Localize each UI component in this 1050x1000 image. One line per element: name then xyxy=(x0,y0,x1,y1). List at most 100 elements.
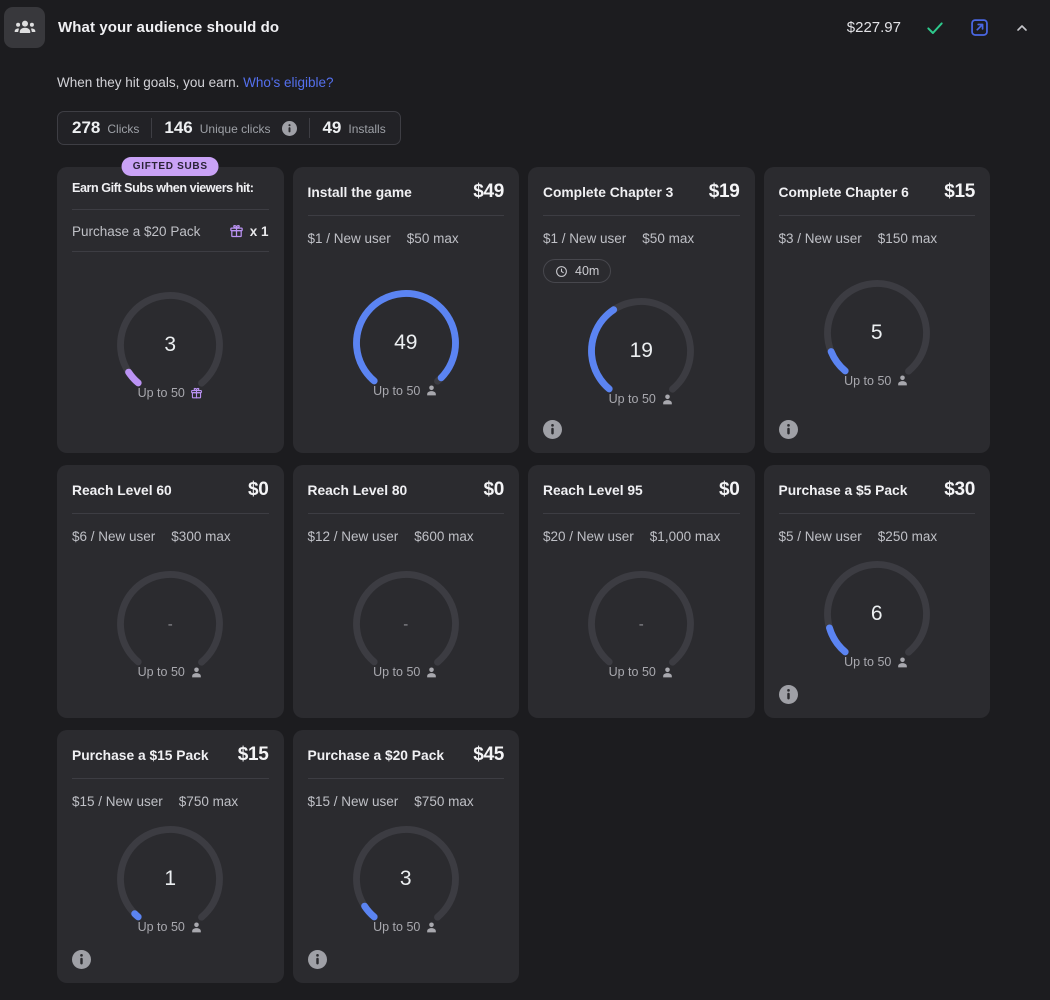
max-payout: $1,000 max xyxy=(649,529,721,544)
goal-payout: $0 xyxy=(247,479,269,500)
price-per-user: $3 / New user xyxy=(778,231,862,246)
price-per-user: $1 / New user xyxy=(543,231,627,246)
price-row: $6 / New user $300 max xyxy=(72,529,269,544)
gauge-value: - xyxy=(403,615,409,633)
divider xyxy=(778,215,975,216)
goal-title: Purchase a $5 Pack xyxy=(778,483,908,498)
progress-gauge: 49 xyxy=(351,288,461,398)
people-group-icon xyxy=(13,16,37,40)
stat-installs: 49 Installs xyxy=(322,118,386,137)
goal-card-15-pack: Purchase a $15 Pack $15 $15 / New user $… xyxy=(57,730,284,983)
goal-title: Reach Level 60 xyxy=(72,483,172,498)
goal-card-chapter-6: Complete Chapter 6 $15 $3 / New user $15… xyxy=(763,167,990,453)
time-badge: 40m xyxy=(543,259,612,283)
info-icon[interactable] xyxy=(543,420,562,439)
price-per-user: $6 / New user xyxy=(72,529,156,544)
info-icon[interactable] xyxy=(779,685,798,704)
requirement-count: x 1 xyxy=(229,224,269,239)
goal-payout: $0 xyxy=(483,479,504,500)
goal-title: Complete Chapter 3 xyxy=(543,185,674,200)
gauge-caption: Up to 50 xyxy=(844,655,909,669)
gifted-subs-badge: GIFTED SUBS xyxy=(121,157,219,176)
gauge-caption: Up to 50 xyxy=(138,386,203,400)
stat-clicks: 278 Clicks xyxy=(72,118,140,137)
goal-payout: $15 xyxy=(944,181,975,202)
gauge-value: - xyxy=(167,615,173,633)
price-row: $5 / New user $250 max xyxy=(779,529,976,544)
divider xyxy=(307,513,504,514)
progress-gauge: 6 xyxy=(822,559,932,669)
price-row: $20 / New user $1,000 max xyxy=(543,529,740,544)
gauge-caption: Up to 50 xyxy=(138,920,203,934)
external-link-icon[interactable] xyxy=(969,17,990,38)
goals-grid: GIFTED SUBS Earn Gift Subs when viewers … xyxy=(57,157,990,983)
goal-payout: $19 xyxy=(708,181,740,202)
goal-title: Earn Gift Subs when viewers hit: xyxy=(72,181,254,195)
goal-payout: $30 xyxy=(944,479,975,500)
goal-card-install: Install the game $49 $1 / New user $50 m… xyxy=(292,167,519,453)
gauge-caption: Up to 50 xyxy=(844,374,909,388)
price-row: $1 / New user $50 max xyxy=(308,231,505,246)
gauge-value: 3 xyxy=(164,333,177,357)
info-icon[interactable] xyxy=(308,950,327,969)
requirement-label: Purchase a $20 Pack xyxy=(72,223,201,239)
gauge-value: 1 xyxy=(164,867,177,890)
goal-payout: $0 xyxy=(718,479,740,500)
subtitle: When they hit goals, you earn. Who's eli… xyxy=(57,75,1050,90)
divider xyxy=(72,208,269,210)
check-icon xyxy=(925,18,945,38)
info-icon[interactable] xyxy=(72,950,91,969)
info-icon[interactable] xyxy=(779,420,798,439)
gauge-value: 3 xyxy=(399,867,412,890)
panel-header: What your audience should do $227.97 xyxy=(0,0,1050,48)
max-payout: $750 max xyxy=(414,794,474,809)
price-per-user: $12 / New user xyxy=(307,529,399,544)
gauge-caption: Up to 50 xyxy=(373,665,438,679)
divider xyxy=(309,118,311,138)
divider xyxy=(543,215,740,216)
subtitle-text: When they hit goals, you earn. xyxy=(57,75,240,90)
divider xyxy=(778,513,975,514)
progress-gauge: - xyxy=(115,569,225,679)
max-payout: $50 max xyxy=(406,231,459,246)
progress-gauge: 19 xyxy=(586,296,696,406)
divider xyxy=(307,778,504,779)
progress-gauge: 3 xyxy=(115,290,225,400)
price-per-user: $15 / New user xyxy=(72,794,163,809)
goal-title: Install the game xyxy=(307,185,412,200)
stat-unique-clicks: 146 Unique clicks xyxy=(164,118,271,137)
goal-card-level-80: Reach Level 80 $0 $12 / New user $600 ma… xyxy=(292,465,519,718)
price-row: $15 / New user $750 max xyxy=(72,794,269,809)
gauge-caption: Up to 50 xyxy=(373,384,438,398)
gauge-value: - xyxy=(638,615,644,633)
page-title: What your audience should do xyxy=(58,19,280,36)
audience-tile xyxy=(4,7,45,48)
price-per-user: $5 / New user xyxy=(778,529,862,544)
requirement-row: Purchase a $20 Pack x 1 xyxy=(72,224,269,239)
goal-title: Reach Level 80 xyxy=(307,483,408,498)
progress-gauge: - xyxy=(586,569,696,679)
goal-title: Complete Chapter 6 xyxy=(778,185,909,200)
max-payout: $50 max xyxy=(642,231,695,246)
divider xyxy=(151,118,153,138)
max-payout: $250 max xyxy=(877,529,938,544)
stats-bar: 278 Clicks 146 Unique clicks 49 Installs xyxy=(57,111,401,145)
clock-icon xyxy=(555,265,568,278)
gauge-caption: Up to 50 xyxy=(609,392,674,406)
progress-gauge: 1 xyxy=(115,824,225,934)
gauge-value: 5 xyxy=(870,320,883,344)
price-per-user: $1 / New user xyxy=(307,231,391,246)
max-payout: $150 max xyxy=(877,231,938,246)
divider xyxy=(72,513,269,514)
price-row: $3 / New user $150 max xyxy=(779,231,976,246)
goal-card-20-pack: Purchase a $20 Pack $45 $15 / New user $… xyxy=(292,730,519,983)
goal-payout: $15 xyxy=(237,744,269,765)
collapse-chevron-icon[interactable] xyxy=(1014,20,1030,36)
goal-payout: $45 xyxy=(473,744,504,765)
goal-card-gifted-subs: GIFTED SUBS Earn Gift Subs when viewers … xyxy=(57,157,284,453)
gauge-value: 6 xyxy=(870,602,883,625)
goal-title: Purchase a $15 Pack xyxy=(72,748,209,763)
info-icon[interactable] xyxy=(282,121,297,136)
gauge-caption: Up to 50 xyxy=(609,665,674,679)
whos-eligible-link[interactable]: Who's eligible? xyxy=(243,75,334,90)
